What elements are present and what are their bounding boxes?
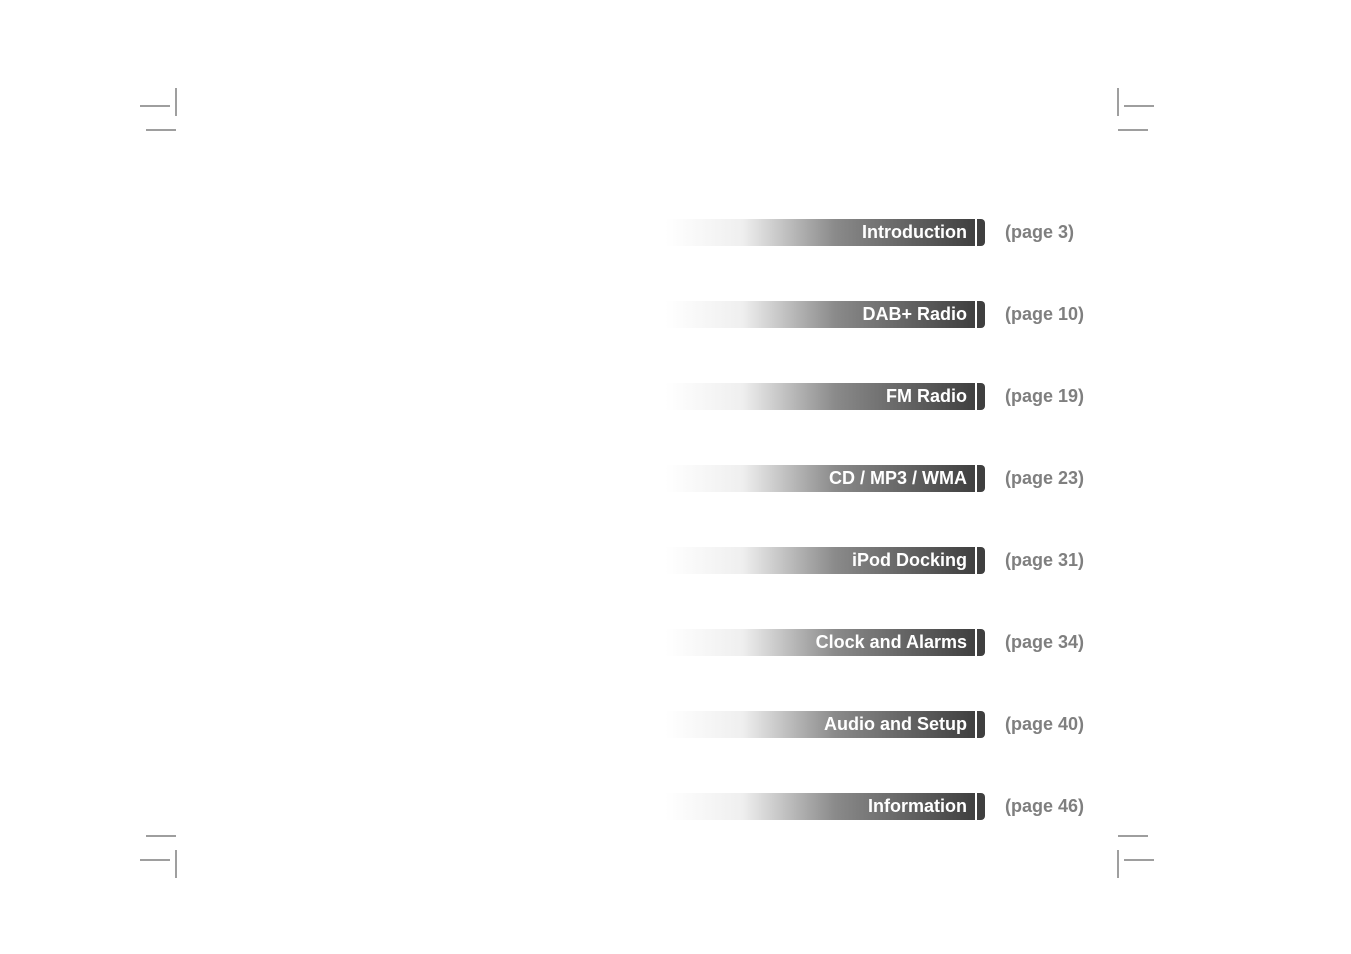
toc-page-ref: (page 34) xyxy=(1005,632,1084,653)
toc-label: CD / MP3 / WMA xyxy=(675,468,985,489)
toc-bar: Introduction xyxy=(665,219,985,246)
toc-item-introduction: Introduction (page 3) xyxy=(665,219,1110,246)
toc-page-ref: (page 46) xyxy=(1005,796,1084,817)
toc-label: FM Radio xyxy=(675,386,985,407)
toc-bar: Audio and Setup xyxy=(665,711,985,738)
crop-mark-top-left xyxy=(140,88,194,142)
toc-item-audio-and-setup: Audio and Setup (page 40) xyxy=(665,711,1110,738)
toc-item-ipod-docking: iPod Docking (page 31) xyxy=(665,547,1110,574)
toc-item-information: Information (page 46) xyxy=(665,793,1110,820)
toc-item-clock-and-alarms: Clock and Alarms (page 34) xyxy=(665,629,1110,656)
crop-mark-top-right xyxy=(1112,88,1166,142)
toc-bar: DAB+ Radio xyxy=(665,301,985,328)
crop-mark-bottom-left xyxy=(140,830,194,884)
toc-item-cd-mp3-wma: CD / MP3 / WMA (page 23) xyxy=(665,465,1110,492)
toc-label: Information xyxy=(675,796,985,817)
toc-page-ref: (page 23) xyxy=(1005,468,1084,489)
toc-item-fm-radio: FM Radio (page 19) xyxy=(665,383,1110,410)
toc-bar: FM Radio xyxy=(665,383,985,410)
toc-item-dab-radio: DAB+ Radio (page 10) xyxy=(665,301,1110,328)
toc-page-ref: (page 19) xyxy=(1005,386,1084,407)
toc-bar: Information xyxy=(665,793,985,820)
toc-bar: Clock and Alarms xyxy=(665,629,985,656)
crop-mark-bottom-right xyxy=(1112,830,1166,884)
toc-label: DAB+ Radio xyxy=(675,304,985,325)
toc-bar: CD / MP3 / WMA xyxy=(665,465,985,492)
table-of-contents: Introduction (page 3) DAB+ Radio (page 1… xyxy=(665,219,1110,875)
toc-page-ref: (page 10) xyxy=(1005,304,1084,325)
toc-label: Audio and Setup xyxy=(675,714,985,735)
toc-label: iPod Docking xyxy=(675,550,985,571)
toc-label: Introduction xyxy=(675,222,985,243)
toc-page-ref: (page 31) xyxy=(1005,550,1084,571)
toc-label: Clock and Alarms xyxy=(675,632,985,653)
toc-page-ref: (page 40) xyxy=(1005,714,1084,735)
toc-bar: iPod Docking xyxy=(665,547,985,574)
toc-page-ref: (page 3) xyxy=(1005,222,1074,243)
